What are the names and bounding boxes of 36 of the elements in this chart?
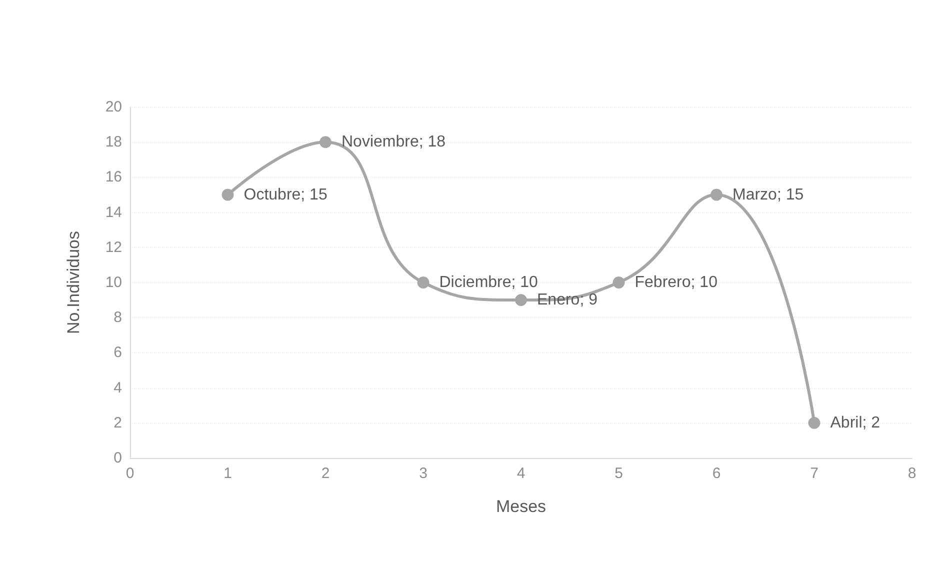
y-tick-label: 4: [114, 379, 122, 396]
data-label: Noviembre; 18: [342, 134, 446, 151]
data-label: Enero; 9: [537, 292, 598, 309]
y-tick-label: 16: [105, 168, 122, 186]
x-tick-label: 3: [419, 465, 428, 482]
data-label: Marzo; 15: [732, 186, 804, 204]
data-label: Octubre; 15: [244, 186, 328, 204]
y-tick-label: 8: [114, 309, 122, 326]
point: [417, 276, 430, 288]
data-label: Febrero; 10: [634, 274, 718, 291]
y-tick-label: 18: [105, 134, 122, 151]
x-tick-label: 5: [614, 465, 623, 482]
data-label: Diciembre; 10: [439, 274, 538, 291]
y-tick-label: 14: [105, 204, 122, 221]
y-tick-label: 6: [114, 344, 122, 362]
x-tick-label: 1: [224, 465, 232, 482]
y-axis-title: No.Individuos: [64, 230, 83, 334]
x-tick-label: 8: [908, 465, 916, 482]
x-tick-label: 2: [321, 465, 330, 482]
y-tick-label: 0: [114, 450, 122, 466]
y-tick-label: 12: [105, 238, 122, 256]
x-tick-label: 7: [810, 465, 818, 482]
x-tick-label: 6: [712, 465, 721, 482]
point: [808, 416, 820, 429]
x-tick-label: 0: [126, 465, 134, 482]
point: [515, 294, 527, 306]
y-tick-label: 10: [105, 274, 122, 291]
x-axis-title: Meses: [496, 497, 546, 516]
y-tick-label: 2: [114, 414, 122, 432]
point: [710, 188, 722, 201]
y-tick-label: 20: [105, 98, 122, 116]
point: [320, 136, 332, 148]
x-tick-label: 4: [516, 465, 526, 482]
point: [612, 276, 625, 288]
data-label: Abril; 2: [830, 414, 880, 432]
point: [222, 188, 234, 201]
